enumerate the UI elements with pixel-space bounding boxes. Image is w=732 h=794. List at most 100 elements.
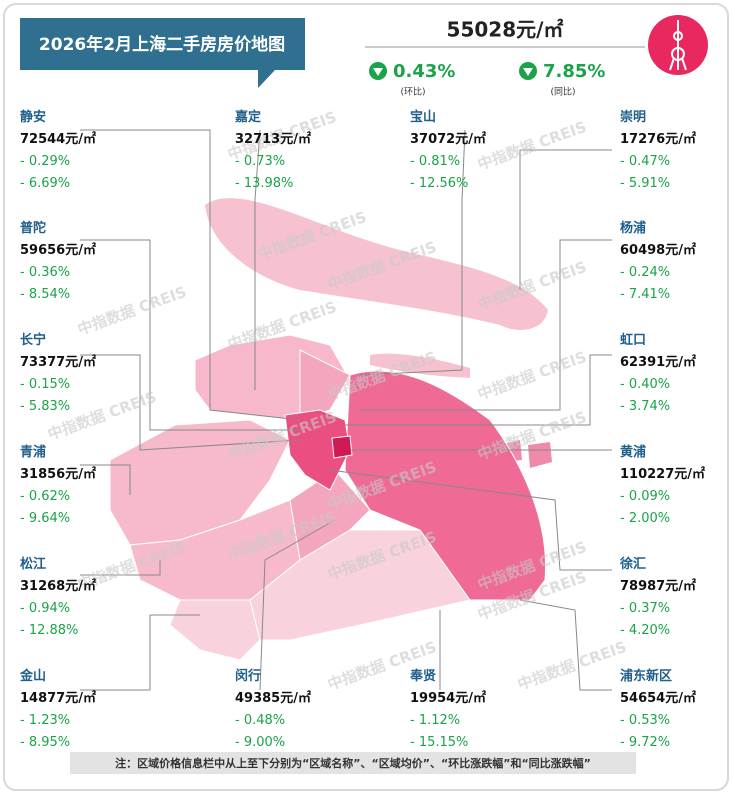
district-name: 徐汇 (620, 557, 647, 572)
district-price: 37072元/㎡ (410, 132, 486, 147)
district-price: 73377元/㎡ (20, 355, 96, 370)
district-mom: - 0.24% (620, 265, 671, 280)
district-price: 31856元/㎡ (20, 467, 96, 482)
mom-label: (环比) (400, 86, 425, 98)
leader-lines (80, 129, 612, 691)
district-mom: - 0.53% (620, 713, 671, 728)
district-info: 崇明 17276元/㎡ - 0.47% - 5.91% (620, 107, 696, 195)
district-name: 闵行 (235, 669, 262, 684)
mom: 0.43% (393, 61, 455, 82)
district-mom: - 0.36% (20, 265, 71, 280)
district-info: 长宁 73377元/㎡ - 0.15% - 5.83% (20, 330, 96, 418)
district-price: 60498元/㎡ (620, 243, 696, 258)
district-name: 杨浦 (620, 221, 647, 236)
district-info: 黄浦 110227元/㎡ - 0.09% - 2.00% (620, 442, 705, 530)
district-info: 徐汇 78987元/㎡ - 0.37% - 4.20% (620, 554, 696, 642)
district-mom: - 0.15% (20, 377, 71, 392)
district-name: 奉贤 (410, 669, 437, 684)
district-info: 杨浦 60498元/㎡ - 0.24% - 7.41% (620, 218, 696, 306)
district-price: 17276元/㎡ (620, 132, 696, 147)
tower (669, 20, 687, 71)
district-name: 普陀 (20, 221, 47, 236)
district-name: 静安 (20, 110, 47, 125)
district-mom: - 1.23% (20, 713, 71, 728)
district-mom: - 0.62% (20, 489, 71, 504)
district-name: 浦东新区 (620, 669, 673, 684)
district-yoy: - 12.56% (410, 176, 469, 191)
district-yoy: - 4.20% (620, 623, 671, 638)
district-mom: - 0.94% (20, 601, 71, 616)
footnote: 注：区域价格信息栏中从上至下分别为“区域名称”、“区域均价”、“环比涨跌幅”和“… (115, 756, 591, 770)
district-name: 崇明 (620, 110, 647, 125)
district-name: 宝山 (410, 110, 437, 125)
district-name: 青浦 (20, 445, 47, 460)
island (500, 440, 552, 468)
district-yoy: - 5.83% (20, 399, 71, 414)
qingpu (109, 419, 291, 546)
district-yoy: - 5.91% (620, 176, 671, 191)
fengxian (249, 529, 471, 641)
district-name: 虹口 (620, 333, 647, 348)
district-name: 松江 (20, 557, 47, 572)
district-price: 31268元/㎡ (20, 579, 96, 594)
district-mom: - 0.47% (620, 154, 671, 169)
district-name: 黄浦 (620, 445, 647, 460)
baoshan (299, 349, 351, 421)
district-yoy: - 2.00% (620, 511, 671, 526)
district-price: 62391元/㎡ (620, 355, 696, 370)
district-name: 金山 (20, 669, 47, 684)
district-mom: - 0.29% (20, 154, 71, 169)
district-info: 虹口 62391元/㎡ - 0.40% - 3.74% (620, 330, 696, 418)
avg-price: 55028元/㎡ (447, 18, 564, 42)
district-info: 金山 14877元/㎡ - 1.23% - 8.95% (20, 666, 96, 754)
down-arrow (373, 68, 383, 76)
district-mom: - 0.48% (235, 713, 286, 728)
down-arrow (523, 68, 533, 76)
district-mom: - 0.09% (620, 489, 671, 504)
district-mom: - 1.12% (410, 713, 461, 728)
district-yoy: - 15.15% (410, 735, 469, 750)
district-mom: - 0.81% (410, 154, 461, 169)
district-yoy: - 9.00% (235, 735, 286, 750)
district-yoy: - 13.98% (235, 176, 294, 191)
district-info: 松江 31268元/㎡ - 0.94% - 12.88% (20, 554, 96, 642)
district-yoy: - 8.95% (20, 735, 71, 750)
district-yoy: - 7.41% (620, 287, 671, 302)
district-mom: - 0.40% (620, 377, 671, 392)
district-yoy: - 9.64% (20, 511, 71, 526)
district-mom: - 0.73% (235, 154, 286, 169)
district-price: 54654元/㎡ (620, 691, 696, 706)
district-price: 72544元/㎡ (20, 132, 96, 147)
district-price: 14877元/㎡ (20, 691, 96, 706)
district-name: 长宁 (20, 333, 47, 348)
district-info: 嘉定 32713元/㎡ - 0.73% - 13.98% (235, 107, 311, 195)
district-price: 59656元/㎡ (20, 243, 96, 258)
huangpu (331, 435, 353, 459)
district-name: 嘉定 (235, 110, 262, 125)
district-info: 闵行 49385元/㎡ - 0.48% - 9.00% (235, 666, 311, 754)
district-yoy: - 9.72% (620, 735, 671, 750)
district-info: 宝山 37072元/㎡ - 0.81% - 12.56% (410, 107, 486, 195)
district-price: 78987元/㎡ (620, 579, 696, 594)
district-info: 奉贤 19954元/㎡ - 1.12% - 15.15% (410, 666, 486, 754)
district-yoy: - 3.74% (620, 399, 671, 414)
district-price: 49385元/㎡ (235, 691, 311, 706)
yoy: 7.85% (543, 61, 605, 82)
title-banner (20, 18, 305, 88)
district-info: 青浦 31856元/㎡ - 0.62% - 9.64% (20, 442, 96, 530)
footnote-bar (70, 752, 636, 774)
district-yoy: - 6.69% (20, 176, 71, 191)
island (370, 353, 470, 378)
title: 2026年2月上海二手房房价地图 (39, 34, 285, 55)
district-price: 32713元/㎡ (235, 132, 311, 147)
district-info: 普陀 59656元/㎡ - 0.36% - 8.54% (20, 218, 96, 306)
district-mom: - 0.37% (620, 601, 671, 616)
yoy-label: (同比) (550, 86, 575, 98)
district-yoy: - 12.88% (20, 623, 79, 638)
district-yoy: - 8.54% (20, 287, 71, 302)
district-info: 静安 72544元/㎡ - 0.29% - 6.69% (20, 107, 96, 195)
district-price: 19954元/㎡ (410, 691, 486, 706)
district-info: 浦东新区 54654元/㎡ - 0.53% - 9.72% (620, 666, 696, 754)
